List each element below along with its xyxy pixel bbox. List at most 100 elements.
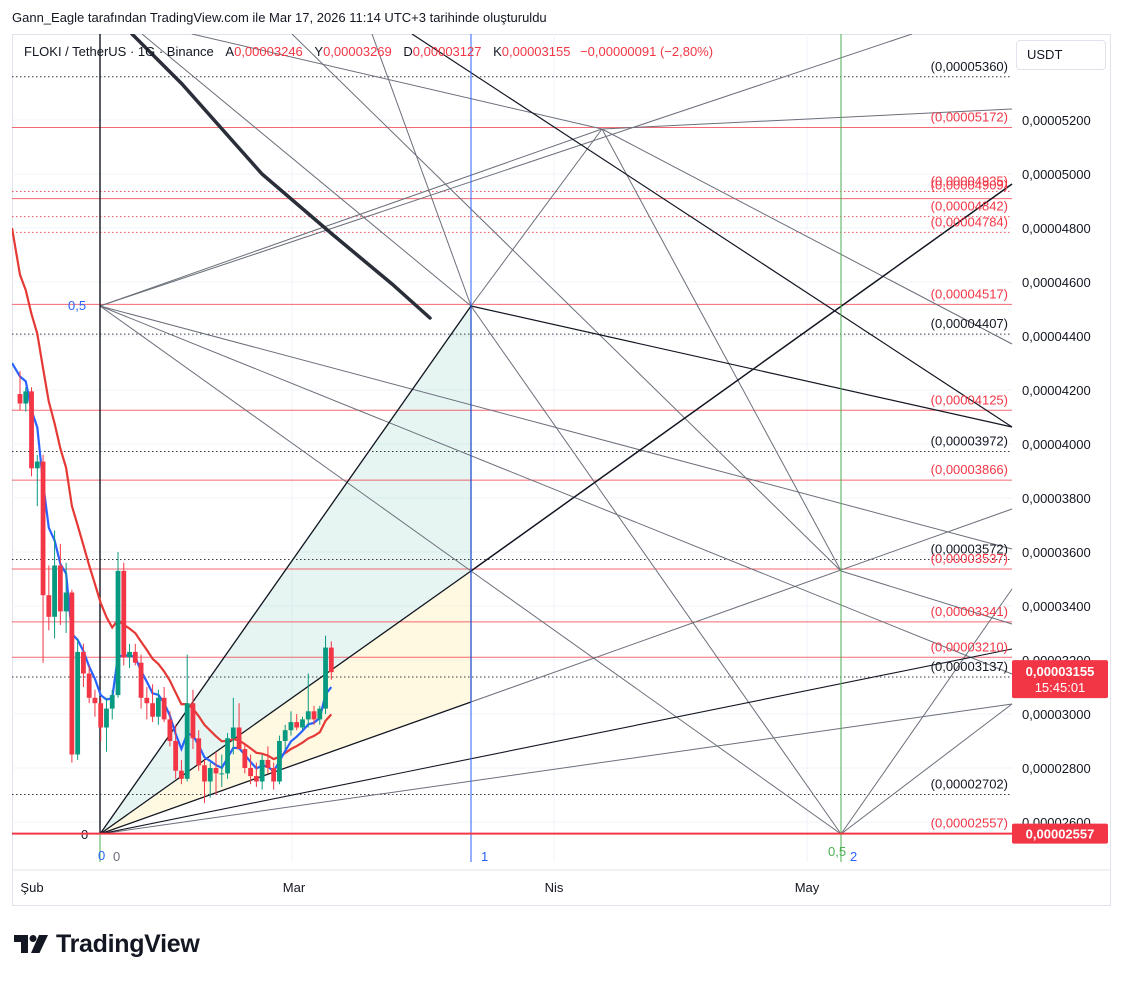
candle-body xyxy=(40,461,46,596)
candle[interactable] xyxy=(109,689,115,720)
candle[interactable] xyxy=(75,638,81,760)
candle[interactable] xyxy=(150,684,155,723)
candle[interactable] xyxy=(219,754,225,787)
time-axis-tick: Şub xyxy=(20,880,43,895)
candle[interactable] xyxy=(52,530,57,639)
candle[interactable] xyxy=(190,689,196,750)
price-axis-tick: 0,00003800 xyxy=(1022,491,1091,506)
candle[interactable] xyxy=(213,751,219,795)
candle[interactable] xyxy=(29,387,34,477)
candle-body xyxy=(92,697,98,704)
candle[interactable] xyxy=(311,705,317,725)
candle[interactable] xyxy=(271,762,277,790)
candle[interactable] xyxy=(207,762,213,798)
candle[interactable] xyxy=(230,697,236,755)
low-price-badge[interactable] xyxy=(1012,823,1108,844)
candle-body xyxy=(52,565,57,617)
candle[interactable] xyxy=(127,643,132,669)
time-axis-layer: Şub Mar Nis May xyxy=(12,869,1110,895)
candle[interactable] xyxy=(323,635,328,714)
tradingview-logo-text: TradingView xyxy=(56,929,200,958)
price-level-label: (0,00004909) xyxy=(931,178,1008,193)
grid-layer xyxy=(12,34,1012,862)
candle-body xyxy=(236,727,242,750)
candle[interactable] xyxy=(92,689,98,717)
candle[interactable] xyxy=(236,703,242,750)
candle[interactable] xyxy=(305,673,311,728)
candle[interactable] xyxy=(46,565,52,631)
gann-fan-layer xyxy=(99,34,1013,835)
candle-body xyxy=(75,651,81,755)
candle[interactable] xyxy=(179,759,184,785)
currency-selector[interactable]: USDT xyxy=(1016,40,1106,70)
candle[interactable] xyxy=(81,643,86,687)
gann-fan-line xyxy=(99,128,603,307)
chart-caption: Gann_Eagle tarafından TradingView.com il… xyxy=(12,10,547,25)
low-label: D xyxy=(403,44,413,59)
price-level-label: (0,00003572) xyxy=(931,542,1008,557)
candle[interactable] xyxy=(86,665,92,704)
gann-fan-line xyxy=(99,305,472,572)
candle-body xyxy=(127,651,132,658)
candle-body xyxy=(230,727,236,739)
price-axis-tick: 0,00004600 xyxy=(1022,275,1091,290)
candle[interactable] xyxy=(104,697,109,752)
last-price-badge[interactable] xyxy=(1012,660,1108,699)
candle[interactable] xyxy=(115,552,121,698)
candle[interactable] xyxy=(259,754,265,790)
candle[interactable] xyxy=(63,562,69,633)
candle[interactable] xyxy=(225,732,230,779)
candle-body xyxy=(69,592,75,755)
candle[interactable] xyxy=(184,654,190,782)
candle[interactable] xyxy=(34,454,40,507)
candle[interactable] xyxy=(282,724,288,750)
time-axis-tick: Nis xyxy=(545,880,564,895)
candle[interactable] xyxy=(98,697,104,741)
candle[interactable] xyxy=(40,454,46,663)
candle-body xyxy=(288,722,294,731)
tradingview-logo[interactable]: TradingView xyxy=(14,928,200,960)
candle[interactable] xyxy=(294,714,300,731)
candle[interactable] xyxy=(17,371,23,411)
candle[interactable] xyxy=(57,543,63,625)
candle-body xyxy=(328,647,334,673)
price-level-label: (0,00003537) xyxy=(931,551,1008,566)
candle-body xyxy=(17,394,23,404)
candle-body xyxy=(121,570,127,658)
candle-body xyxy=(34,461,40,469)
candle[interactable] xyxy=(288,711,294,736)
candle[interactable] xyxy=(328,641,334,680)
candle[interactable] xyxy=(277,735,282,785)
fib-time-label: 2 xyxy=(850,849,857,864)
symbol-name[interactable]: FLOKI / TetherUS · 1G · Binance xyxy=(24,44,214,59)
gann-fan-line xyxy=(470,570,842,835)
candle-body xyxy=(311,711,317,720)
gann-fan-line xyxy=(470,128,603,307)
candle[interactable] xyxy=(253,762,259,787)
candle[interactable] xyxy=(173,724,179,779)
candle[interactable] xyxy=(121,562,127,666)
candle[interactable] xyxy=(144,687,150,720)
candle[interactable] xyxy=(317,705,323,725)
time-axis-tick: May xyxy=(795,880,820,895)
candle[interactable] xyxy=(155,689,161,725)
candle[interactable] xyxy=(300,716,305,731)
candle[interactable] xyxy=(196,730,202,771)
candle[interactable] xyxy=(132,643,138,666)
candle-body xyxy=(63,592,69,612)
candle-body xyxy=(282,730,288,741)
candle[interactable] xyxy=(161,687,167,723)
candle-body xyxy=(29,391,34,469)
candle[interactable] xyxy=(248,754,253,785)
candle[interactable] xyxy=(23,387,29,412)
candle[interactable] xyxy=(202,759,207,804)
candle[interactable] xyxy=(265,746,271,774)
candle[interactable] xyxy=(138,654,144,709)
candle[interactable] xyxy=(69,589,75,763)
high-label: Y xyxy=(314,44,324,59)
candle-body xyxy=(253,776,259,782)
gann-fan-line xyxy=(470,305,842,835)
candle[interactable] xyxy=(167,711,173,747)
candle[interactable] xyxy=(242,743,248,774)
